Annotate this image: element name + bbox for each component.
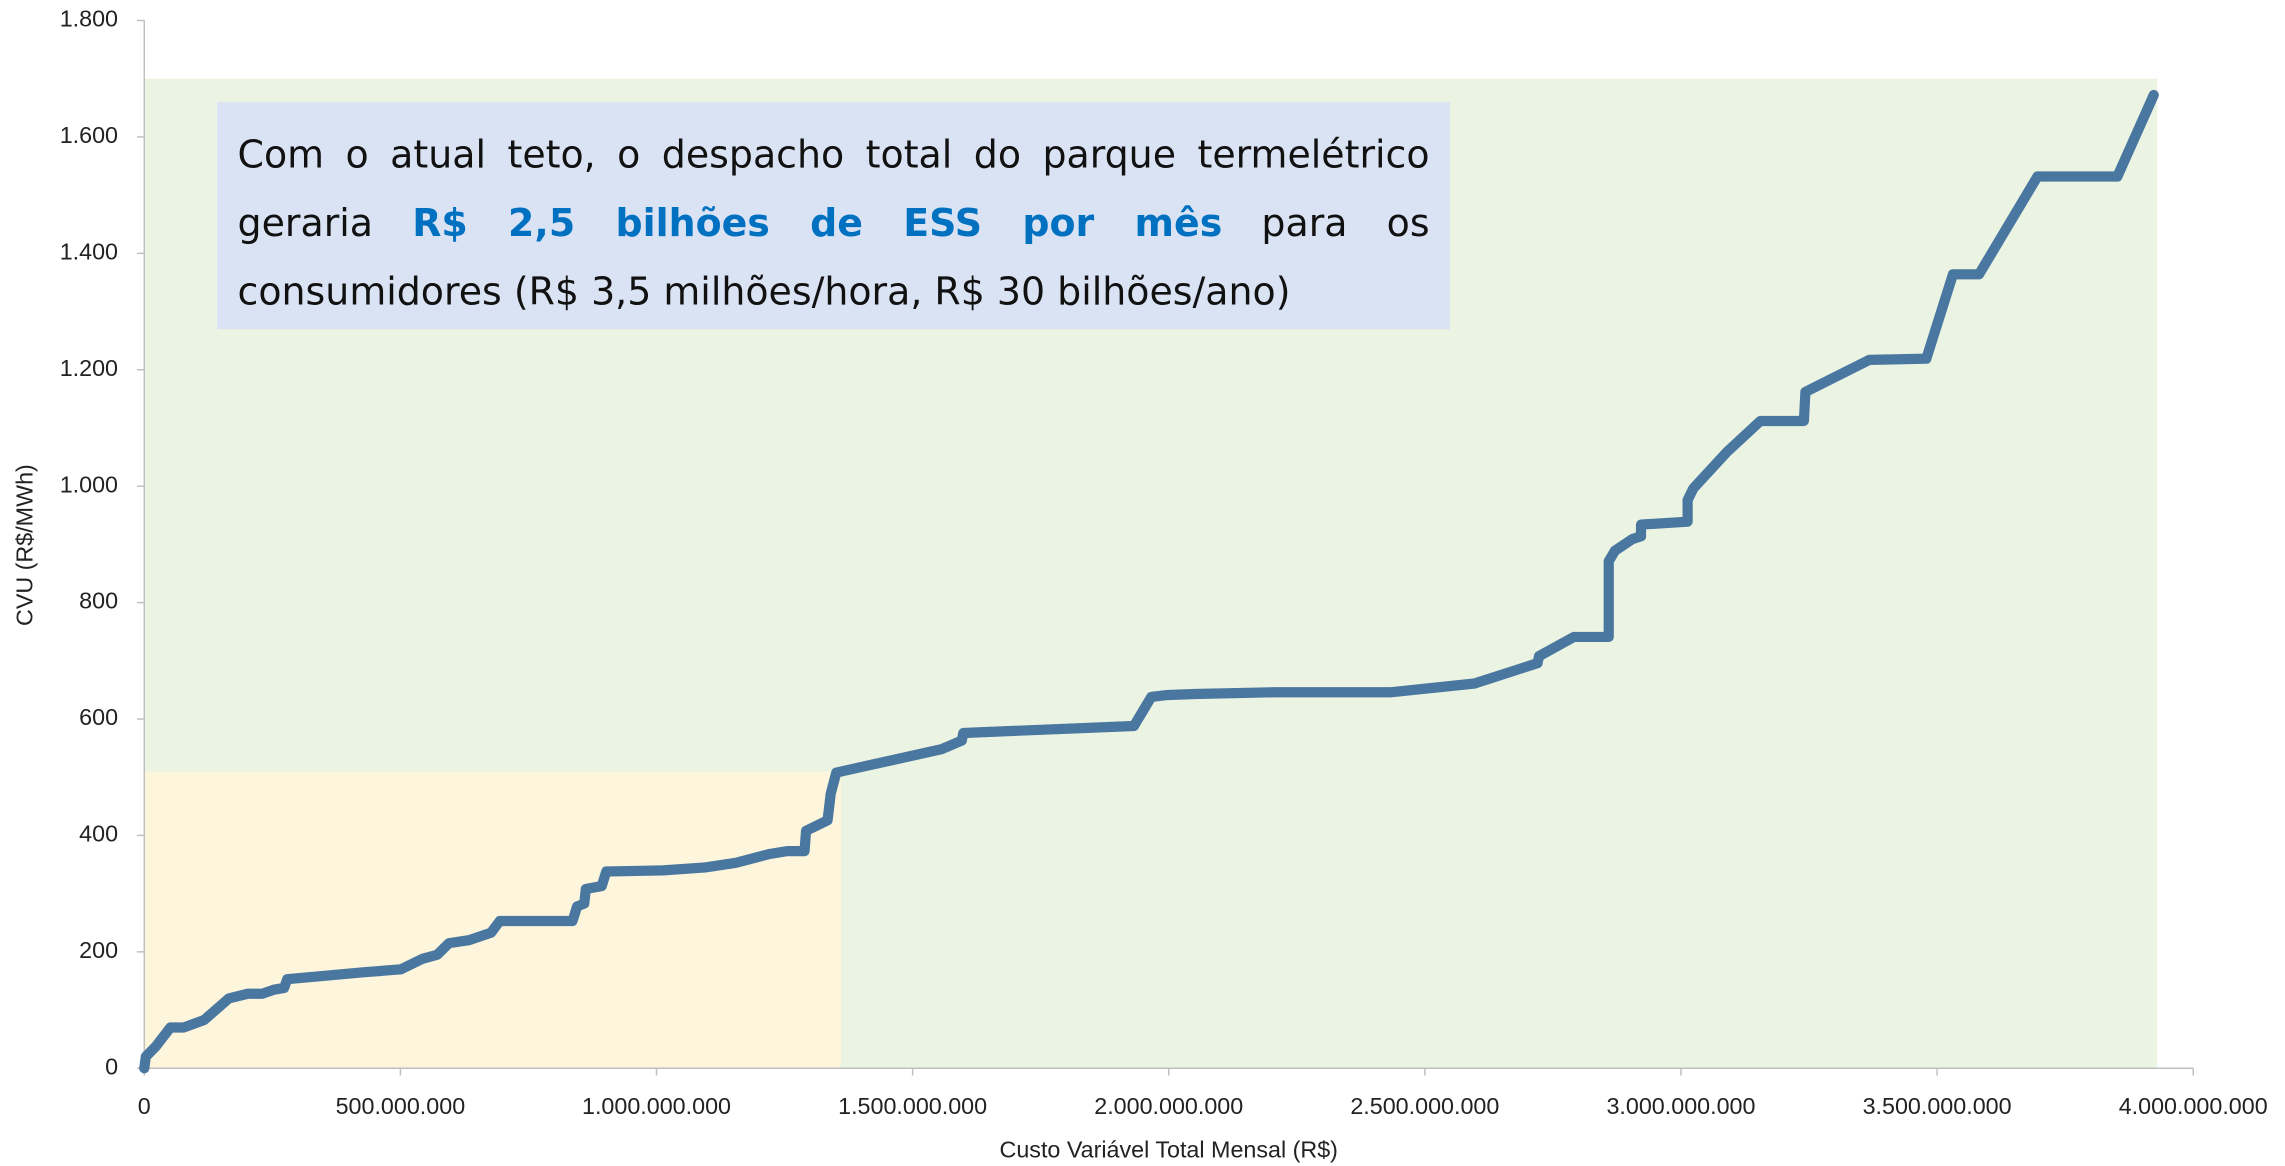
annotation-text: Com o atual teto, o despacho total do pa… xyxy=(237,134,1430,247)
line xyxy=(139,89,2159,1074)
annotation: Com o atual teto, o despacho total do pa… xyxy=(217,102,1450,330)
y-tick-label: 0 xyxy=(105,1053,118,1079)
y-tick-label: 800 xyxy=(79,588,118,614)
x-tick-label: 1.500.000.000 xyxy=(838,1093,987,1119)
y-tick-label: 200 xyxy=(79,937,118,963)
annotation-box: Com o atual teto, o despacho total do pa… xyxy=(217,102,1450,330)
x-tick-label: 0 xyxy=(138,1093,151,1119)
y-tick-label: 600 xyxy=(79,704,118,730)
x-tick-label: 2.500.000.000 xyxy=(1350,1093,1499,1119)
y-tick-label: 1.000 xyxy=(60,471,118,497)
y-tick-label: 1.200 xyxy=(60,355,118,381)
x-tick-label: 500.000.000 xyxy=(336,1093,466,1119)
region xyxy=(144,771,841,1069)
y-axis-label: CVU (R$/MWh) xyxy=(11,464,37,626)
x-tick-label: 4.000.000.000 xyxy=(2119,1093,2268,1119)
annotation-highlight: R$ 2,5 bilhões de ESS por mês xyxy=(412,202,1223,247)
x-tick-label: 1.000.000.000 xyxy=(582,1093,731,1119)
x-tick-label: 3.500.000.000 xyxy=(1863,1093,2012,1119)
y-tick-label: 400 xyxy=(79,821,118,847)
x-axis-label: Custo Variável Total Mensal (R$) xyxy=(1000,1136,1338,1162)
x-tick-label: 2.000.000.000 xyxy=(1094,1093,1243,1119)
y-tick-label: 1.600 xyxy=(60,122,118,148)
y-tick-label: 1.400 xyxy=(60,238,118,264)
x-tick-label: 3.000.000.000 xyxy=(1606,1093,1755,1119)
annotation-text: para os consumidores (R$ 3,5 milhões/hor… xyxy=(237,202,1430,315)
y-tick-label: 1.800 xyxy=(60,6,118,32)
